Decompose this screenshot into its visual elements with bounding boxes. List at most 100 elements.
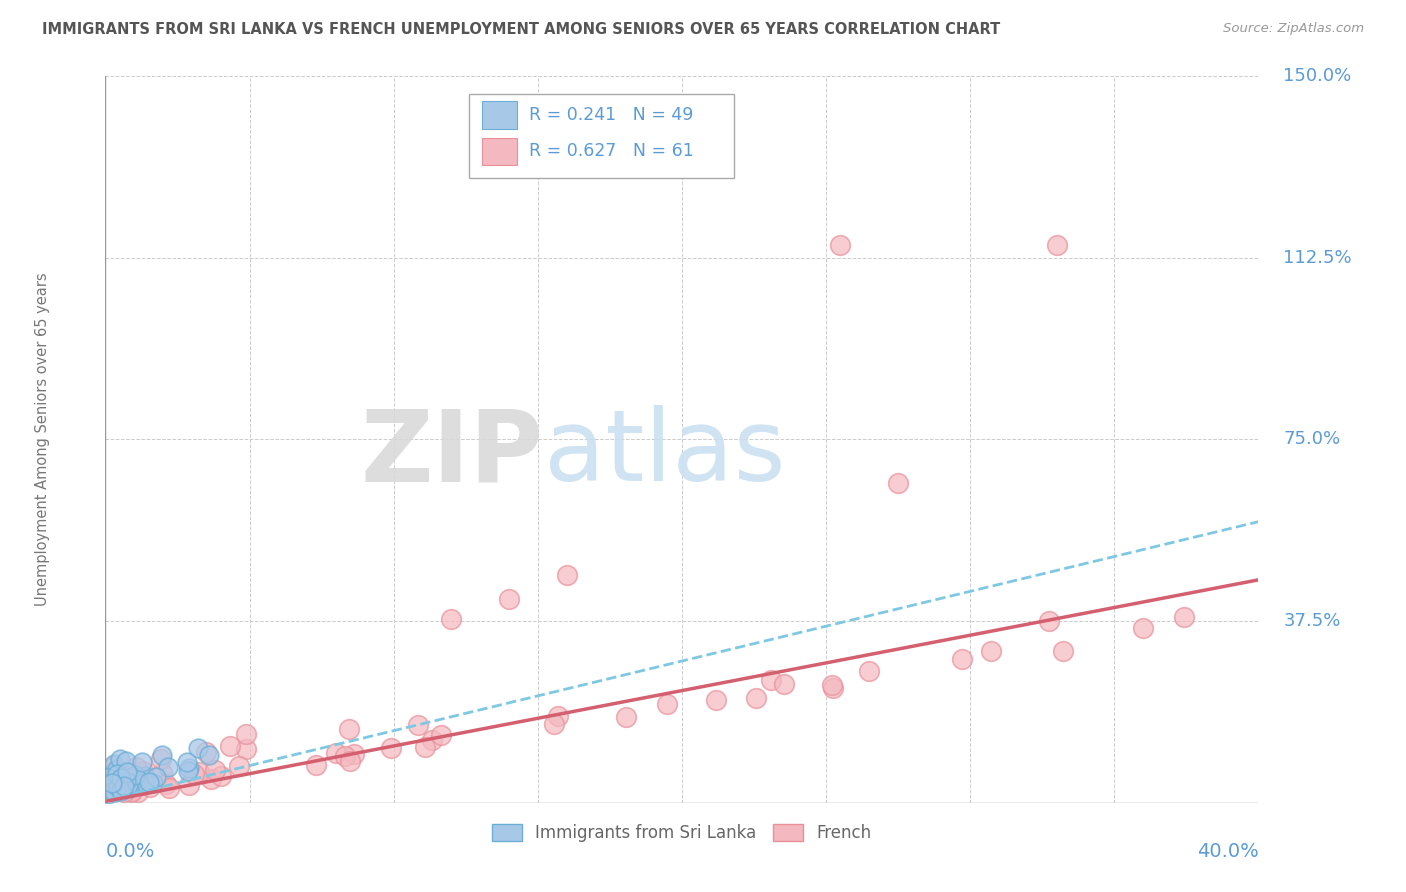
Point [821,678,844,692]
Point [103,781,125,796]
Text: 75.0%: 75.0% [1284,430,1340,449]
Point [100,775,122,789]
Point [177,764,200,778]
Point [950,652,973,666]
Point [103,759,125,773]
Point [120,777,142,791]
Point [115,765,138,780]
Point [105,782,128,797]
Point [176,756,198,770]
Text: Source: ZipAtlas.com: Source: ZipAtlas.com [1223,22,1364,36]
Point [304,758,326,772]
Point [105,775,128,789]
Text: Unemployment Among Seniors over 65 years: Unemployment Among Seniors over 65 years [35,272,49,607]
Point [110,780,132,794]
Point [183,767,205,781]
Point [110,772,132,786]
Point [858,665,880,679]
Point [97,772,120,786]
Point [887,475,910,490]
Text: ZIP: ZIP [361,405,544,502]
Point [112,779,135,793]
Point [105,762,128,776]
Point [105,772,128,786]
Point [125,760,148,774]
Point [132,776,155,790]
Point [110,780,132,794]
Point [1052,644,1074,658]
Point [830,238,852,252]
Point [131,756,153,770]
Point [773,677,796,691]
Point [149,752,172,766]
Point [1173,609,1195,624]
Point [157,760,180,774]
Point [138,775,160,789]
Point [1038,614,1060,628]
Point [200,772,222,786]
Point [420,733,443,747]
Point [103,784,125,798]
Text: 0.0%: 0.0% [105,842,155,861]
Point [115,778,138,792]
Text: 150.0%: 150.0% [1284,67,1351,85]
Point [134,769,156,783]
Point [115,773,138,788]
Point [325,746,347,760]
Point [823,681,845,695]
Point [194,746,217,760]
Point [406,718,429,732]
Point [118,776,141,790]
Point [108,752,131,766]
Legend: Immigrants from Sri Lanka, French: Immigrants from Sri Lanka, French [485,817,879,849]
Point [142,776,165,790]
Point [759,673,782,687]
Point [343,747,366,761]
Point [111,776,134,790]
Text: 112.5%: 112.5% [1284,249,1353,267]
Text: IMMIGRANTS FROM SRI LANKA VS FRENCH UNEMPLOYMENT AMONG SENIORS OVER 65 YEARS COR: IMMIGRANTS FROM SRI LANKA VS FRENCH UNEM… [42,22,1001,37]
Point [413,739,436,754]
Point [103,785,125,799]
Point [235,727,257,741]
Point [111,774,134,789]
Point [115,755,138,769]
Point [1132,621,1154,635]
Point [219,739,242,753]
Point [157,781,180,796]
Point [108,776,131,790]
Point [1046,238,1069,252]
Point [101,776,124,790]
Bar [482,102,517,128]
Point [440,612,463,626]
Point [980,643,1002,657]
Point [110,781,132,796]
Point [110,771,132,785]
Point [112,785,135,799]
Point [117,780,139,794]
Point [107,780,129,794]
Point [187,741,209,756]
Point [745,690,768,705]
FancyBboxPatch shape [468,94,734,178]
Point [198,747,221,762]
Point [614,710,637,724]
Point [101,764,124,779]
Point [150,766,173,780]
Point [177,761,200,775]
Point [103,783,125,797]
Point [430,728,453,742]
Point [131,764,153,779]
Text: 37.5%: 37.5% [1284,612,1341,630]
Point [704,693,727,707]
Point [100,766,122,780]
Point [337,722,360,736]
Text: R = 0.627   N = 61: R = 0.627 N = 61 [529,143,693,161]
Point [235,741,257,756]
Point [380,741,402,756]
Point [339,754,361,768]
Point [117,778,139,792]
Point [97,788,120,802]
Text: R = 0.241   N = 49: R = 0.241 N = 49 [529,106,693,124]
Text: atlas: atlas [544,405,785,502]
